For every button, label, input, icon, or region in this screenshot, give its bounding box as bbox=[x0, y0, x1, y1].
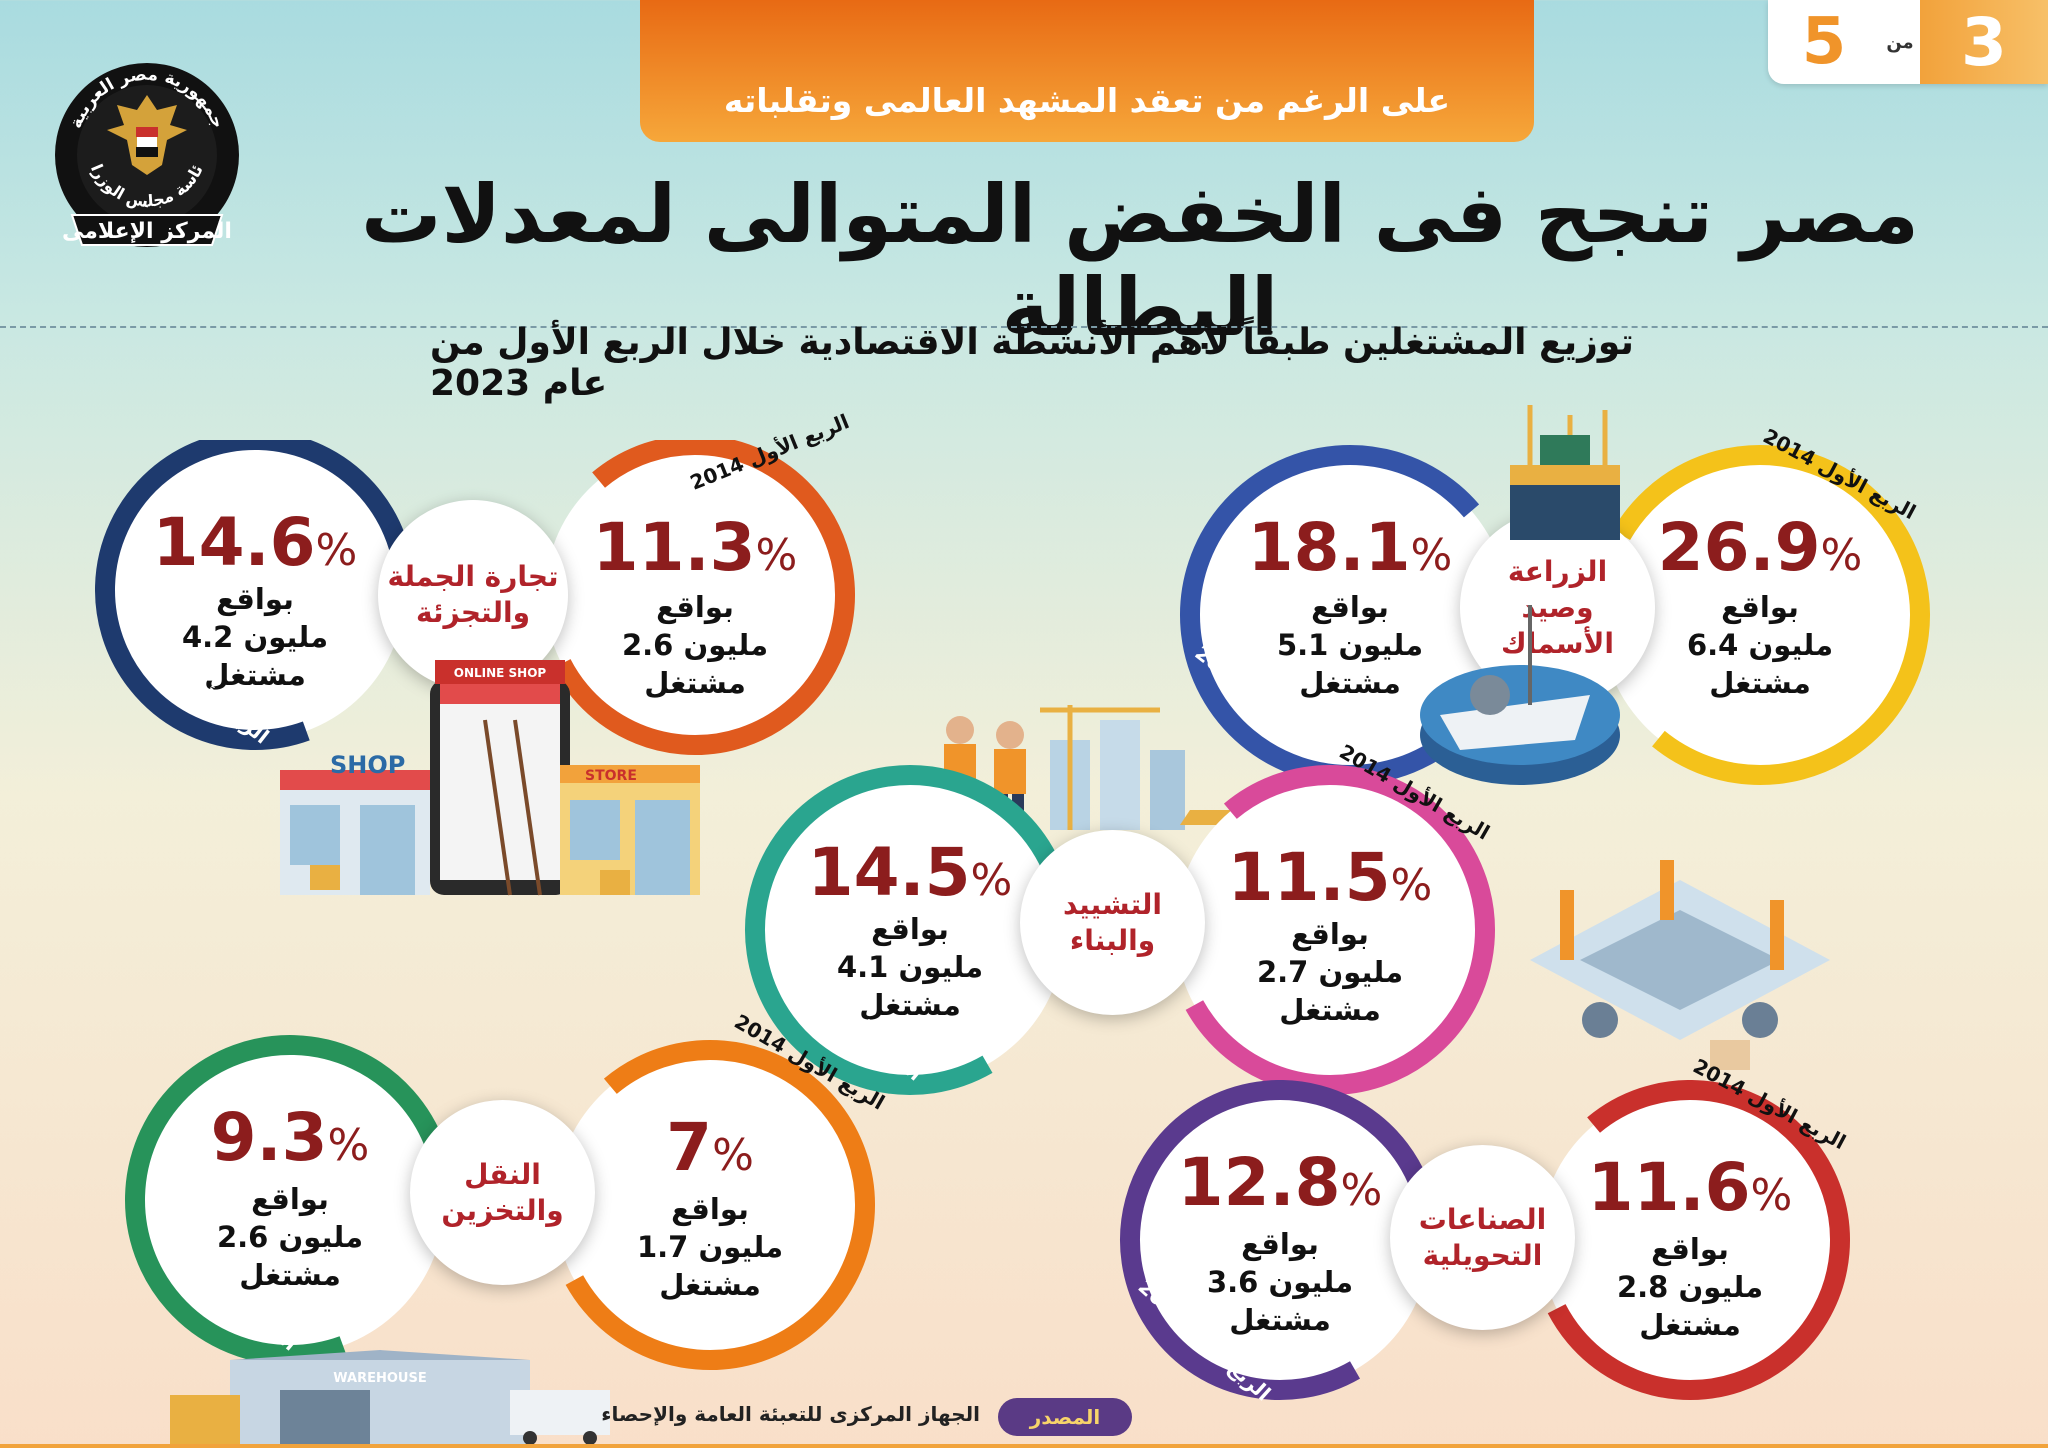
trade-pct-2023: 14.6% bbox=[152, 504, 358, 581]
agriculture-detail-2014: بواقع 6.4 مليون مشتغل bbox=[1686, 590, 1834, 700]
factory-illustration bbox=[1520, 840, 1840, 1080]
media-center-logo: جمهورية مصر العربية رئاسة مجلس الوزراء ا… bbox=[46, 40, 242, 265]
shops-illustration: SHOP ONLINE SHOP STORE bbox=[270, 650, 710, 900]
source-label: المصدر bbox=[998, 1398, 1132, 1436]
transport-detail-2023: بواقع 2.6 مليون مشتغل bbox=[216, 1182, 364, 1292]
source-text: الجهاز المركزى للتعبئة العامة والإحصاء bbox=[601, 1402, 980, 1426]
manufacturing-pct-2023: 12.8% bbox=[1177, 1144, 1383, 1221]
trade-label: تجارة الجملة والتجزئة bbox=[378, 500, 568, 690]
trade-detail-2014: بواقع 2.6 مليون مشتغل bbox=[621, 590, 769, 700]
manufacturing-rings bbox=[1120, 1080, 1850, 1400]
eagle-emblem-icon: جمهورية مصر العربية رئاسة مجلس الوزراء ا… bbox=[46, 40, 239, 247]
page-current: 3 bbox=[1920, 0, 2048, 84]
warehouse-sign: WAREHOUSE bbox=[333, 1371, 426, 1386]
page-of-label: من bbox=[1880, 0, 1920, 84]
agriculture-pct-2014: 26.9% bbox=[1657, 509, 1863, 586]
manufacturing-pct-2014: 11.6% bbox=[1587, 1149, 1793, 1226]
transport-pct-2014: 7% bbox=[666, 1109, 754, 1186]
construction-detail-2023: بواقع 4.1 مليون مشتغل bbox=[836, 912, 984, 1022]
logo-ribbon-text: المركز الإعلامى bbox=[62, 219, 232, 244]
page-title: مصر تنجح فى الخفض المتوالى لمعدلات البطا… bbox=[361, 168, 1919, 354]
online-shop-sign: ONLINE SHOP bbox=[454, 666, 547, 680]
construction-rings bbox=[744, 764, 1495, 1095]
trade-pct-2014: 11.3% bbox=[592, 509, 798, 586]
bottom-accent-line bbox=[0, 1444, 2048, 1448]
sector-transport: 9.3% بواقع 2.6 مليون مشتغل 7% بواقع 1.7 ملي… bbox=[120, 1009, 900, 1390]
transport-label: النقل والتخزين bbox=[410, 1100, 595, 1285]
agriculture-label: الزراعة وصيد الأسماك bbox=[1460, 510, 1655, 705]
transport-rings bbox=[125, 1035, 875, 1370]
sector-manufacturing: 12.8% بواقع 3.6 مليون مشتغل 11.6% بواقع 2.8… bbox=[1090, 1054, 1870, 1440]
warehouse-illustration: WAREHOUSE bbox=[170, 1350, 620, 1445]
transport-pct-2023: 9.3% bbox=[210, 1099, 370, 1176]
sector-construction: 14.5% بواقع 4.1 مليون مشتغل 11.5% بواقع 2.7… bbox=[730, 739, 1510, 1120]
chart-subtitle: توزيع المشتغلين طبقاً لأهم الأنشطة الاقت… bbox=[430, 322, 1634, 404]
banner-text: على الرغم من تعقد المشهد العالمى وتقلبات… bbox=[723, 81, 1451, 120]
construction-detail-2014: بواقع 2.7 مليون مشتغل bbox=[1256, 917, 1404, 1027]
trade-detail-2023: بواقع 4.2 مليون مشتغل bbox=[181, 582, 329, 692]
shop-sign: SHOP bbox=[330, 751, 405, 779]
transport-detail-2014: بواقع 1.7 مليون مشتغل bbox=[636, 1192, 784, 1302]
store-sign: STORE bbox=[585, 768, 637, 784]
manufacturing-label: الصناعات التحويلية bbox=[1390, 1145, 1575, 1330]
sector-trade: 14.6% بواقع 4.2 مليون مشتغل 11.3% بواقع 2.6… bbox=[95, 409, 875, 800]
construction-illustration bbox=[930, 700, 1250, 835]
manufacturing-detail-2014: بواقع 2.8 مليون مشتغل bbox=[1616, 1232, 1764, 1342]
construction-label: التشييد والبناء bbox=[1020, 830, 1205, 1015]
page-indicator: 5 من 3 bbox=[1768, 0, 2048, 84]
construction-pct-2023: 14.5% bbox=[807, 834, 1013, 911]
agriculture-pct-2023: 18.1% bbox=[1247, 509, 1453, 586]
trade-rings bbox=[95, 440, 855, 755]
dashed-divider bbox=[0, 326, 2048, 328]
construction-pct-2014: 11.5% bbox=[1227, 839, 1433, 916]
manufacturing-detail-2023: بواقع 3.6 مليون مشتغل bbox=[1206, 1227, 1354, 1337]
agriculture-detail-2023: بواقع 5.1 مليون مشتغل bbox=[1276, 590, 1424, 700]
page-total: 5 bbox=[1768, 0, 1880, 84]
top-banner: على الرغم من تعقد المشهد العالمى وتقلبات… bbox=[640, 0, 1534, 142]
agriculture-illustration bbox=[1420, 405, 1640, 785]
